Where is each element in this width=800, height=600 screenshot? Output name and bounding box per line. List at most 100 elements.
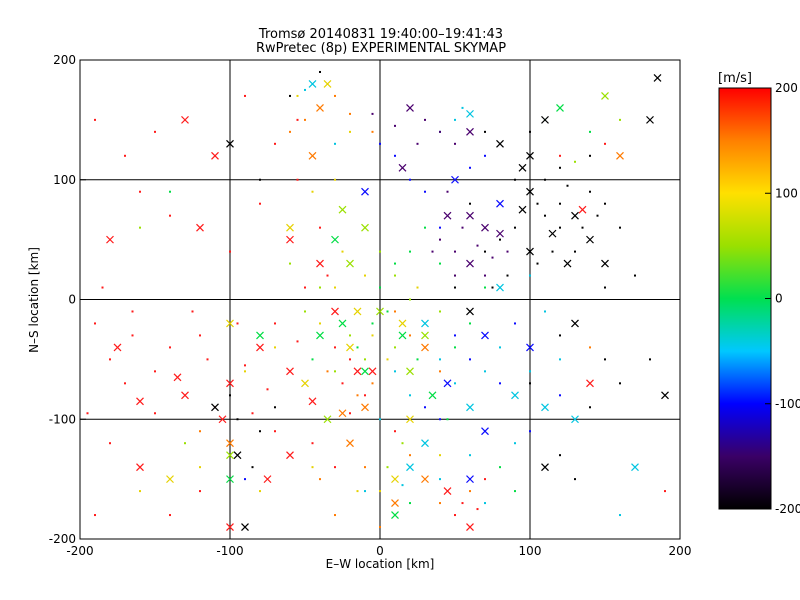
data-point: [94, 322, 96, 325]
data-point: [371, 130, 374, 133]
data-point: [394, 274, 396, 277]
data-point: [619, 382, 621, 385]
data-point-x: [338, 205, 347, 214]
data-point: [349, 358, 351, 361]
data-point: [274, 430, 276, 433]
chart-subtitle: RwPretec (8p) EXPERIMENTAL SKYMAP: [256, 41, 506, 56]
data-point: [439, 418, 441, 421]
data-point: [356, 394, 359, 397]
data-point-x: [331, 307, 339, 316]
data-point-x: [443, 211, 452, 220]
data-point: [484, 502, 486, 505]
data-point-x: [398, 319, 407, 328]
data-point: [94, 514, 96, 517]
data-point: [304, 88, 306, 91]
data-point: [559, 154, 561, 157]
data-point: [589, 190, 591, 193]
data-point-x: [211, 403, 219, 412]
data-point: [394, 310, 396, 313]
data-point: [319, 226, 321, 229]
data-point: [439, 358, 441, 361]
data-point: [326, 370, 329, 373]
data-point: [364, 394, 366, 397]
data-point: [334, 514, 336, 517]
data-point: [596, 214, 599, 217]
data-point: [589, 406, 591, 409]
data-point: [259, 178, 261, 181]
data-point-x: [541, 463, 549, 472]
data-point: [334, 466, 336, 469]
colorbar-label: [m/s]: [718, 71, 752, 86]
data-point: [251, 412, 254, 415]
data-point: [476, 508, 479, 511]
data-point-x: [466, 259, 474, 268]
data-point-x: [398, 331, 407, 340]
data-point: [544, 214, 546, 217]
colorbar-tick-label: 100: [775, 186, 798, 200]
data-point-x: [286, 451, 294, 460]
data-point: [469, 322, 471, 325]
data-point: [259, 490, 261, 493]
data-point: [416, 286, 419, 289]
x-tick-label: 0: [376, 544, 384, 558]
data-point: [409, 298, 411, 301]
data-point: [409, 454, 411, 457]
data-point: [604, 202, 606, 205]
x-tick-label: 100: [519, 544, 542, 558]
data-point-x: [481, 223, 489, 232]
data-point-x: [308, 151, 317, 160]
data-point: [506, 250, 509, 253]
data-point: [446, 418, 449, 421]
data-point: [266, 388, 269, 391]
data-point: [589, 130, 591, 133]
data-point: [139, 226, 141, 229]
data-point-x: [571, 415, 579, 424]
data-point: [139, 190, 141, 193]
data-point: [244, 94, 246, 97]
data-point: [559, 454, 561, 457]
data-point: [364, 358, 366, 361]
data-point: [469, 166, 471, 169]
data-point: [544, 178, 546, 181]
data-point: [469, 358, 471, 361]
data-point: [484, 154, 486, 157]
data-point: [274, 322, 276, 325]
data-point: [416, 358, 419, 361]
data-point-x: [391, 499, 399, 507]
data-point: [469, 202, 471, 205]
data-point: [244, 370, 246, 373]
data-point: [124, 382, 126, 385]
data-point-x: [466, 307, 474, 316]
data-point: [439, 262, 441, 265]
colorbar-ticks: 200 100 0 -100 -200: [718, 81, 800, 516]
data-point-x: [368, 367, 377, 376]
data-point: [439, 130, 441, 133]
data-point: [334, 94, 336, 97]
data-point-x: [241, 523, 249, 531]
data-point: [244, 478, 246, 481]
data-point: [394, 262, 396, 265]
data-point-x: [256, 331, 264, 340]
data-point-x: [286, 235, 294, 244]
data-point: [469, 454, 471, 457]
data-point-x: [226, 319, 234, 328]
data-point-x: [226, 439, 234, 448]
data-point: [364, 466, 366, 469]
data-point: [619, 514, 621, 517]
data-point: [296, 118, 299, 121]
data-point: [424, 190, 426, 193]
data-point-x: [226, 139, 234, 148]
data-point: [394, 154, 396, 157]
data-point: [296, 178, 299, 181]
data-point: [311, 466, 314, 469]
x-tick-label: 200: [669, 544, 692, 558]
data-point: [529, 430, 531, 433]
data-point-x: [466, 127, 474, 136]
data-point: [356, 490, 359, 493]
data-point-x: [226, 451, 234, 460]
data-point-x: [466, 109, 474, 118]
data-point-x: [601, 92, 609, 100]
data-point: [296, 340, 299, 343]
data-point: [386, 358, 389, 361]
data-point-x: [256, 343, 264, 352]
